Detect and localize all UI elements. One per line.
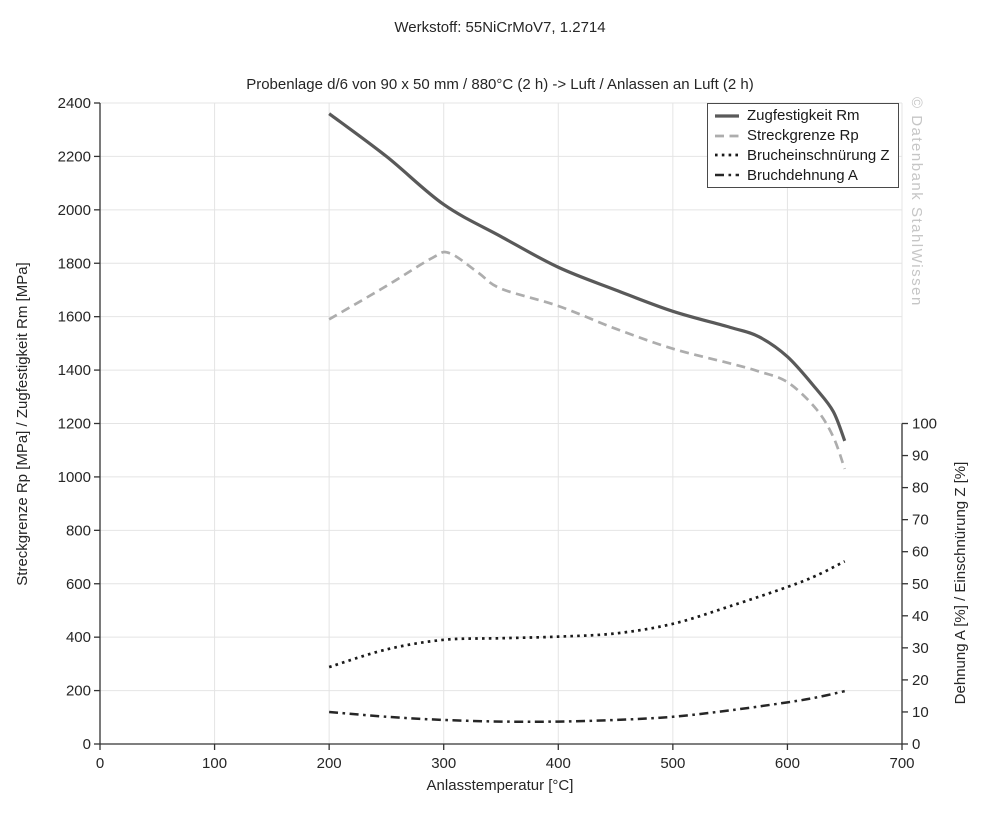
- svg-text:100: 100: [202, 755, 227, 772]
- svg-text:700: 700: [889, 755, 914, 772]
- svg-text:60: 60: [912, 544, 929, 561]
- svg-text:600: 600: [775, 755, 800, 772]
- data-curves: [328, 112, 847, 724]
- svg-text:2400: 2400: [58, 95, 91, 112]
- right-y-axis-label: Dehnung A [%] / Einschnürung Z [%]: [952, 462, 969, 705]
- svg-text:80: 80: [912, 480, 929, 497]
- svg-text:300: 300: [431, 755, 456, 772]
- svg-text:1600: 1600: [58, 309, 91, 326]
- left-y-axis-label: Streckgrenze Rp [MPa] / Zugfestigkeit Rm…: [14, 262, 31, 585]
- svg-text:0: 0: [912, 736, 920, 753]
- legend-item-rm: Zugfestigkeit Rm: [714, 106, 894, 126]
- svg-text:400: 400: [66, 629, 91, 646]
- tick-labels: 0200400600800100012001400160018002000220…: [58, 95, 937, 772]
- legend-label-rp: Streckgrenze Rp: [747, 127, 859, 145]
- legend-label-rm: Zugfestigkeit Rm: [747, 107, 860, 125]
- svg-text:400: 400: [546, 755, 571, 772]
- svg-text:0: 0: [96, 755, 104, 772]
- svg-text:70: 70: [912, 512, 929, 529]
- svg-text:90: 90: [912, 448, 929, 465]
- svg-text:500: 500: [660, 755, 685, 772]
- legend-label-z: Brucheinschnürung Z: [747, 146, 890, 164]
- svg-text:1200: 1200: [58, 416, 91, 433]
- x-axis-label: Anlasstemperatur [°C]: [427, 777, 574, 794]
- legend-line-dashed-icon: [715, 134, 739, 137]
- svg-text:1800: 1800: [58, 255, 91, 272]
- legend-line-dotted-icon: [715, 154, 739, 157]
- svg-text:2200: 2200: [58, 148, 91, 165]
- svg-text:1400: 1400: [58, 362, 91, 379]
- svg-text:10: 10: [912, 704, 929, 721]
- svg-text:100: 100: [912, 416, 937, 433]
- gridlines: [99, 102, 903, 745]
- svg-text:30: 30: [912, 640, 929, 657]
- legend-item-a: Bruchdehnung A: [714, 165, 894, 185]
- legend: Zugfestigkeit Rm Streckgrenze Rp Bruchei…: [707, 103, 899, 188]
- legend-item-rp: Streckgrenze Rp: [714, 126, 894, 146]
- svg-text:600: 600: [66, 576, 91, 593]
- svg-text:800: 800: [66, 522, 91, 539]
- svg-text:1000: 1000: [58, 469, 91, 486]
- legend-line-solid-icon: [715, 114, 739, 118]
- page-title: Werkstoff: 55NiCrMoV7, 1.2714: [394, 19, 606, 36]
- svg-text:0: 0: [83, 736, 91, 753]
- svg-text:200: 200: [66, 683, 91, 700]
- svg-text:200: 200: [317, 755, 342, 772]
- svg-text:40: 40: [912, 608, 929, 625]
- legend-label-a: Bruchdehnung A: [747, 166, 858, 184]
- legend-line-dashdot-icon: [715, 173, 739, 177]
- legend-item-z: Brucheinschnürung Z: [714, 146, 894, 166]
- svg-text:50: 50: [912, 576, 929, 593]
- svg-text:2000: 2000: [58, 202, 91, 219]
- chart-subtitle: Probenlage d/6 von 90 x 50 mm / 880°C (2…: [246, 76, 754, 93]
- axes: [94, 102, 908, 750]
- watermark: © Datenbank StahlWissen: [908, 97, 925, 307]
- svg-text:20: 20: [912, 672, 929, 689]
